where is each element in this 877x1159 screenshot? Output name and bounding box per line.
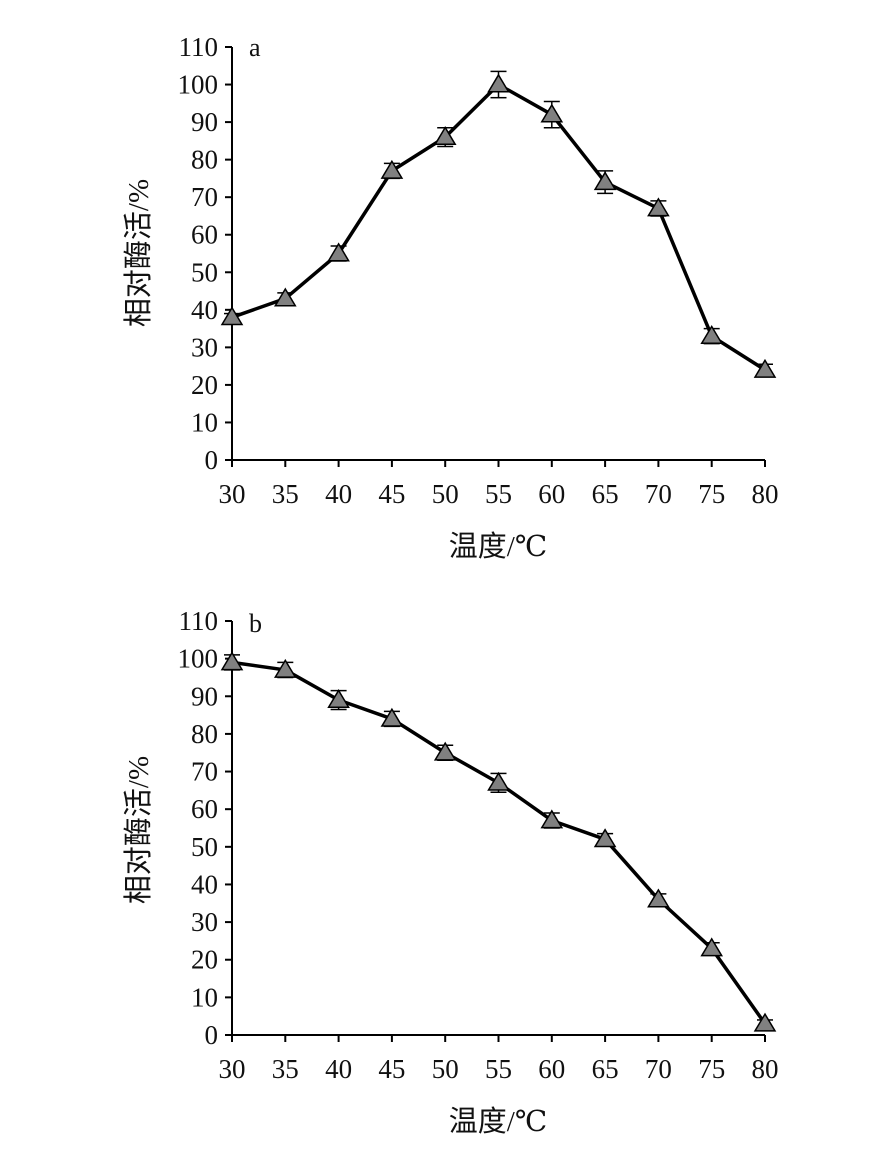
data-point-marker (700, 325, 724, 345)
y-tick-label: 70 (191, 757, 218, 787)
series-line (231, 82, 766, 372)
data-point-marker (380, 159, 404, 179)
y-tick-label: 0 (205, 1020, 219, 1050)
x-tick-label: 30 (219, 1054, 246, 1084)
chart-b-axes: 0 10 20 30 40 50 60 70 80 90 100 110 30 35 40 45 50 55 60 6… (178, 606, 779, 1084)
y-tick-label: 0 (205, 445, 219, 475)
x-tick-label: 45 (378, 479, 405, 509)
series-line (231, 660, 767, 1025)
y-tick-label: 20 (191, 370, 218, 400)
data-point-marker (433, 126, 457, 146)
y-tick-label: 10 (191, 407, 218, 437)
x-tick-label: 70 (645, 479, 672, 509)
data-point-marker (647, 888, 670, 908)
data-point-marker (380, 707, 404, 727)
x-tick-label: 80 (752, 479, 779, 509)
y-tick-label: 100 (178, 644, 219, 674)
data-point-marker (487, 771, 510, 791)
chart-a-svg: 0 10 20 30 40 50 60 70 80 90 100 110 30 35 40 45 50 55 60 6… (122, 32, 779, 563)
x-tick-label: 75 (698, 1054, 725, 1084)
y-tick-label: 110 (179, 32, 219, 62)
data-point-marker (593, 828, 617, 848)
y-tick-label: 70 (191, 182, 218, 212)
data-point-marker (540, 103, 564, 123)
x-tick-label: 65 (592, 479, 619, 509)
data-point-marker (753, 1012, 777, 1032)
x-tick-label: 65 (592, 1054, 619, 1084)
data-point-marker (647, 197, 670, 217)
chart-b-marks (220, 651, 777, 1032)
y-tick-label: 40 (191, 869, 218, 899)
x-tick-label: 55 (485, 479, 512, 509)
x-tick-label: 60 (538, 479, 565, 509)
x-tick-label: 50 (432, 1054, 459, 1084)
y-tick-label: 30 (191, 332, 218, 362)
x-tick-label: 45 (378, 1054, 405, 1084)
data-point-marker (593, 171, 617, 191)
chart-a-marks (220, 70, 777, 378)
data-point-marker (273, 658, 297, 678)
y-tick-label: 110 (179, 606, 219, 636)
data-point-marker (700, 937, 724, 957)
x-tick-label: 70 (645, 1054, 672, 1084)
y-tick-label: 80 (191, 145, 218, 175)
y-tick-label: 40 (191, 295, 218, 325)
chart-a-axes: 0 10 20 30 40 50 60 70 80 90 100 110 30 35 40 45 50 55 60 6… (178, 32, 779, 509)
chart-b-x-axis-title: 温度/℃ (449, 1105, 548, 1138)
y-tick-label: 20 (191, 945, 218, 975)
chart-a-y-axis-title: 相对酶活/% (122, 179, 155, 327)
x-tick-label: 40 (325, 1054, 352, 1084)
y-tick-label: 90 (191, 681, 218, 711)
y-tick-label: 50 (191, 832, 218, 862)
chart-b-y-axis-title: 相对酶活/% (122, 756, 155, 904)
y-tick-label: 10 (191, 982, 218, 1012)
x-tick-label: 75 (698, 479, 725, 509)
data-point-marker (433, 741, 457, 761)
x-tick-label: 50 (432, 479, 459, 509)
chart-b-panel-label: b (249, 609, 262, 638)
x-tick-label: 55 (485, 1054, 512, 1084)
data-point-marker (327, 242, 350, 262)
chart-b-svg: 0 10 20 30 40 50 60 70 80 90 100 110 30 35 40 45 50 55 60 6… (122, 606, 779, 1138)
y-tick-label: 60 (191, 794, 218, 824)
data-point-marker (220, 306, 244, 326)
chart-b: 0 10 20 30 40 50 60 70 80 90 100 110 30 35 40 45 50 55 60 6… (0, 576, 877, 1159)
x-tick-label: 80 (752, 1054, 779, 1084)
data-point-marker (540, 809, 564, 829)
chart-a-x-axis-title: 温度/℃ (449, 530, 548, 563)
y-tick-label: 80 (191, 719, 218, 749)
y-tick-label: 60 (191, 220, 218, 250)
chart-a-panel-label: a (249, 33, 261, 62)
x-tick-label: 35 (272, 1054, 299, 1084)
data-point-marker (220, 651, 244, 671)
data-point-marker (327, 688, 350, 708)
x-tick-label: 60 (538, 1054, 565, 1084)
y-tick-label: 50 (191, 257, 218, 287)
x-tick-label: 30 (219, 479, 246, 509)
y-tick-label: 100 (178, 70, 219, 100)
data-point-marker (273, 287, 297, 307)
x-tick-label: 35 (272, 479, 299, 509)
data-point-marker (487, 73, 510, 93)
y-tick-label: 30 (191, 907, 218, 937)
y-tick-label: 90 (191, 107, 218, 137)
x-tick-label: 40 (325, 479, 352, 509)
data-point-marker (753, 358, 777, 378)
chart-a: 0 10 20 30 40 50 60 70 80 90 100 110 30 35 40 45 50 55 60 6… (0, 0, 877, 576)
